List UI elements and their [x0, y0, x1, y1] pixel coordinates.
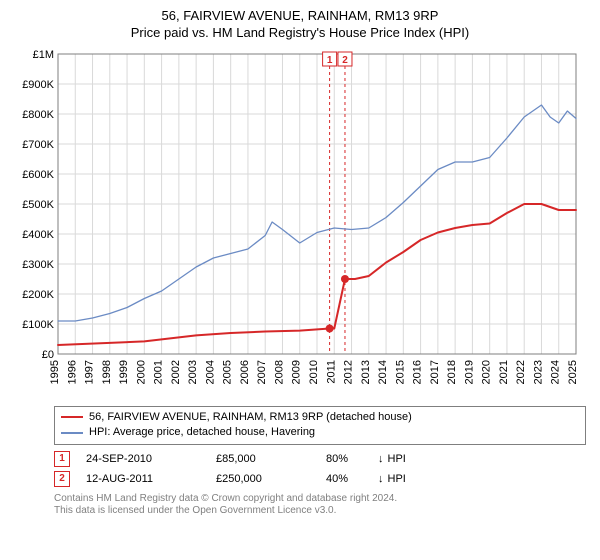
- license-text: Contains HM Land Registry data © Crown c…: [54, 493, 586, 518]
- legend-swatch: [61, 432, 83, 434]
- y-tick-label: £300K: [22, 259, 54, 271]
- license-line-1: Contains HM Land Registry data © Crown c…: [54, 493, 586, 506]
- event-date: 12-AUG-2011: [86, 473, 216, 485]
- event-badge: 1: [54, 451, 70, 467]
- x-tick-label: 1997: [84, 360, 96, 384]
- x-tick-label: 2006: [239, 360, 251, 384]
- x-tick-label: 2022: [515, 360, 527, 384]
- event-suffix: HPI: [388, 453, 406, 465]
- x-tick-label: 2002: [170, 360, 182, 384]
- x-tick-label: 2023: [532, 360, 544, 384]
- legend-row: 56, FAIRVIEW AVENUE, RAINHAM, RM13 9RP (…: [61, 410, 579, 425]
- x-tick-label: 2005: [222, 360, 234, 384]
- event-point: [326, 324, 334, 332]
- legend-label: HPI: Average price, detached house, Have…: [89, 425, 315, 440]
- x-tick-label: 1998: [101, 360, 113, 384]
- arrow-down-icon: ↓: [378, 473, 384, 485]
- event-pct: 40%: [326, 473, 376, 485]
- x-tick-label: 2024: [550, 360, 562, 384]
- x-tick-label: 2012: [343, 360, 355, 384]
- x-tick-label: 2025: [567, 360, 579, 384]
- event-row: 2 12-AUG-2011£250,00040%↓ HPI: [54, 471, 586, 487]
- event-badge: 2: [54, 471, 70, 487]
- y-tick-label: £500K: [22, 199, 54, 211]
- y-tick-label: £700K: [22, 139, 54, 151]
- event-price: £250,000: [216, 473, 326, 485]
- legend-label: 56, FAIRVIEW AVENUE, RAINHAM, RM13 9RP (…: [89, 410, 412, 425]
- event-marker-number: 1: [327, 55, 333, 66]
- y-tick-label: £400K: [22, 229, 54, 241]
- title-line-1: 56, FAIRVIEW AVENUE, RAINHAM, RM13 9RP: [14, 8, 586, 25]
- x-tick-label: 2001: [153, 360, 165, 384]
- x-tick-label: 2004: [204, 360, 216, 384]
- events-table: 1 24-SEP-2010£85,00080%↓ HPI 2 12-AUG-2011£2…: [54, 451, 586, 491]
- x-tick-label: 2014: [377, 360, 389, 384]
- root-container: 56, FAIRVIEW AVENUE, RAINHAM, RM13 9RP P…: [0, 0, 600, 560]
- x-tick-label: 2017: [429, 360, 441, 384]
- x-tick-label: 2010: [308, 360, 320, 384]
- x-tick-label: 2016: [412, 360, 424, 384]
- x-tick-label: 2000: [135, 360, 147, 384]
- x-tick-label: 2018: [446, 360, 458, 384]
- legend-row: HPI: Average price, detached house, Have…: [61, 425, 579, 440]
- y-tick-label: £0: [42, 349, 54, 361]
- x-tick-label: 1995: [49, 360, 61, 384]
- legend-box: 56, FAIRVIEW AVENUE, RAINHAM, RM13 9RP (…: [54, 406, 586, 445]
- y-tick-label: £600K: [22, 169, 54, 181]
- price-chart: £0 £100K £200K £300K £400K £500K £600K £700K £80…: [14, 44, 586, 404]
- x-tick-label: 2007: [256, 360, 268, 384]
- title-line-2: Price paid vs. HM Land Registry's House …: [14, 25, 586, 42]
- x-tick-label: 2015: [394, 360, 406, 384]
- chart-area: £0 £100K £200K £300K £400K £500K £600K £700K £80…: [14, 44, 586, 404]
- x-tick-label: 2009: [291, 360, 303, 384]
- x-tick-label: 2003: [187, 360, 199, 384]
- x-tick-label: 2021: [498, 360, 510, 384]
- license-line-2: This data is licensed under the Open Gov…: [54, 505, 586, 518]
- y-tick-label: £100K: [22, 319, 54, 331]
- y-tick-label: £900K: [22, 79, 54, 91]
- event-marker-number: 2: [342, 55, 348, 66]
- event-suffix: HPI: [388, 473, 406, 485]
- event-point: [341, 275, 349, 283]
- arrow-down-icon: ↓: [378, 453, 384, 465]
- event-price: £85,000: [216, 453, 326, 465]
- x-tick-label: 1999: [118, 360, 130, 384]
- x-tick-label: 2013: [360, 360, 372, 384]
- event-pct: 80%: [326, 453, 376, 465]
- y-tick-label: £200K: [22, 289, 54, 301]
- x-tick-label: 2020: [481, 360, 493, 384]
- x-tick-label: 2008: [273, 360, 285, 384]
- event-date: 24-SEP-2010: [86, 453, 216, 465]
- x-tick-label: 2011: [325, 360, 337, 384]
- event-row: 1 24-SEP-2010£85,00080%↓ HPI: [54, 451, 586, 467]
- y-tick-label: £800K: [22, 109, 54, 121]
- x-tick-label: 1996: [66, 360, 78, 384]
- legend-swatch: [61, 416, 83, 418]
- y-tick-label: £1M: [33, 49, 54, 61]
- x-tick-label: 2019: [463, 360, 475, 384]
